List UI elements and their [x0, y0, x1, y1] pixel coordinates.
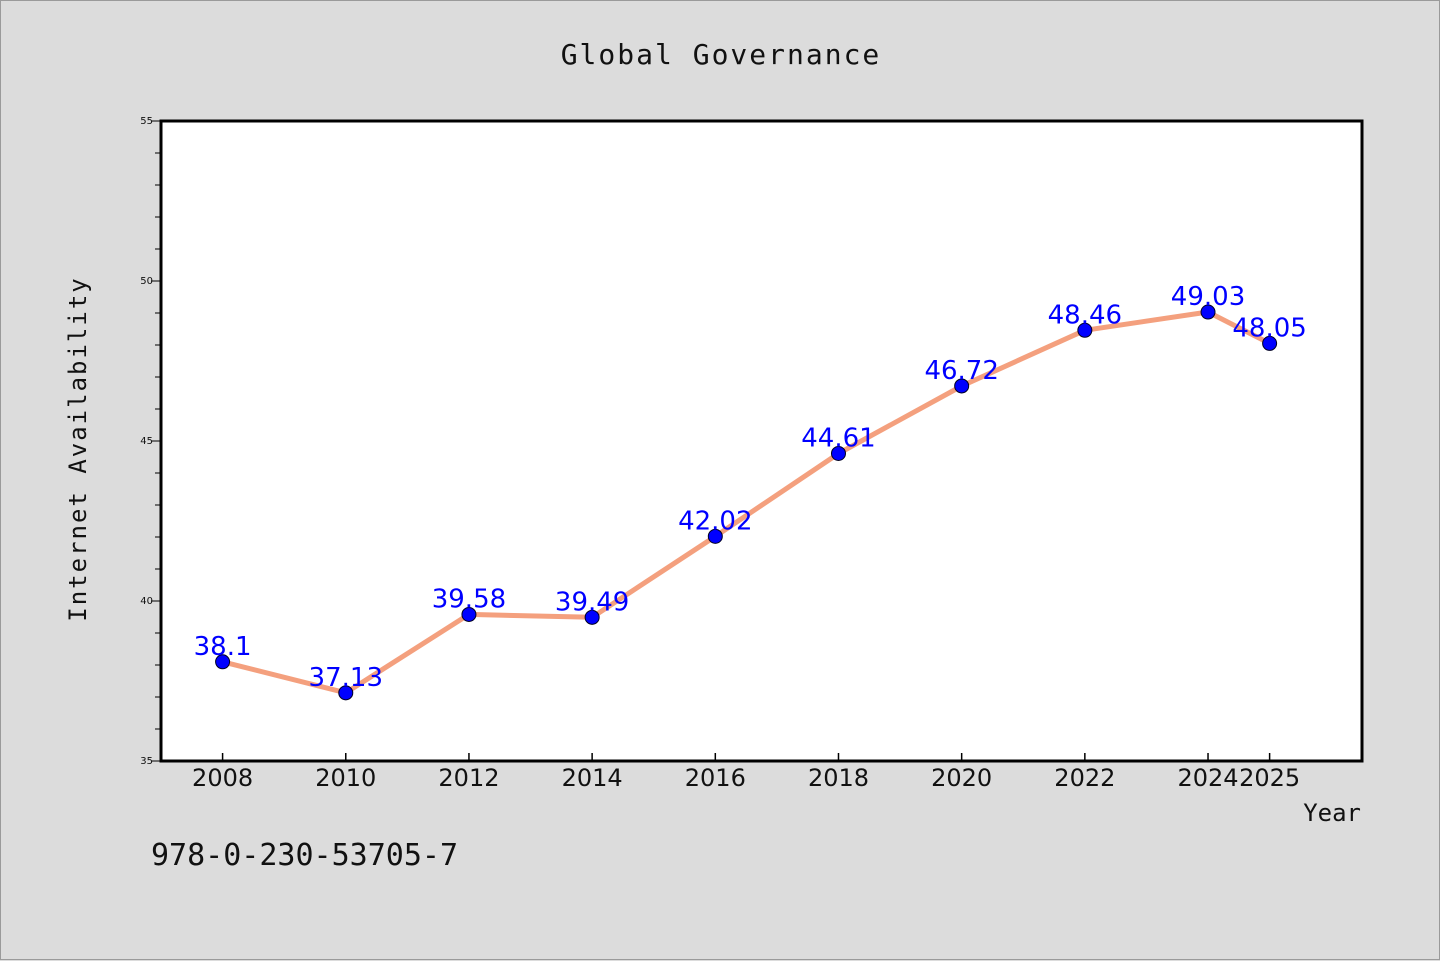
- data-label: 48.05: [1232, 313, 1306, 343]
- data-markers: [215, 304, 1278, 701]
- data-point: [1200, 304, 1216, 320]
- y-axis-ticks: 35 40 45 50 55: [140, 116, 161, 767]
- y-axis-label: Internet Availability: [64, 276, 92, 621]
- series-line: [220, 309, 1273, 696]
- data-label: 38.1: [194, 632, 252, 662]
- y-tick-label: 50: [140, 276, 153, 287]
- x-tick-label: 2012: [438, 764, 499, 792]
- data-label: 44.61: [801, 423, 875, 453]
- x-tick-label: 2024: [1177, 764, 1238, 792]
- x-axis-ticks: 2008 2010 2012 2014 2016 2018 2020 2022 2024 2025: [192, 753, 1300, 792]
- data-point: [707, 528, 723, 544]
- y-tick-label: 55: [140, 116, 153, 127]
- data-label: 39.58: [432, 584, 506, 614]
- chart-title: Global Governance: [561, 38, 882, 71]
- isbn-annotation: 978-0-230-53705-7: [151, 838, 458, 873]
- data-label: 46.72: [924, 356, 998, 386]
- x-tick-label: 2022: [1054, 764, 1115, 792]
- data-label: 42.02: [678, 506, 752, 536]
- y-tick-label: 45: [140, 436, 153, 447]
- x-tick-label: 2008: [192, 764, 253, 792]
- data-point: [1262, 335, 1278, 351]
- y-tick-label: 35: [140, 756, 153, 767]
- x-axis-label: Year: [1303, 799, 1361, 827]
- data-point: [215, 654, 231, 670]
- data-point: [1077, 322, 1093, 338]
- plot-frame: [159, 119, 1364, 763]
- data-point: [954, 378, 970, 394]
- y-tick-label: 40: [140, 596, 153, 607]
- data-label: 39.49: [555, 587, 629, 617]
- x-tick-label: 2025: [1239, 764, 1300, 792]
- data-label: 48.46: [1048, 300, 1122, 330]
- x-tick-label: 2020: [931, 764, 992, 792]
- data-label: 37.13: [309, 663, 383, 693]
- x-tick-label: 2016: [685, 764, 746, 792]
- data-label: 49.03: [1171, 282, 1245, 312]
- x-tick-label: 2014: [562, 764, 623, 792]
- data-point: [584, 609, 600, 625]
- data-point: [830, 445, 846, 461]
- data-point: [338, 685, 354, 701]
- data-labels: 38.1 37.13 39.58 39.49 42.02 44.61 46.72 48.46 4…: [194, 282, 1307, 693]
- data-point: [461, 606, 477, 622]
- plot-area: [161, 121, 1362, 761]
- x-tick-label: 2010: [315, 764, 376, 792]
- x-tick-label: 2018: [808, 764, 869, 792]
